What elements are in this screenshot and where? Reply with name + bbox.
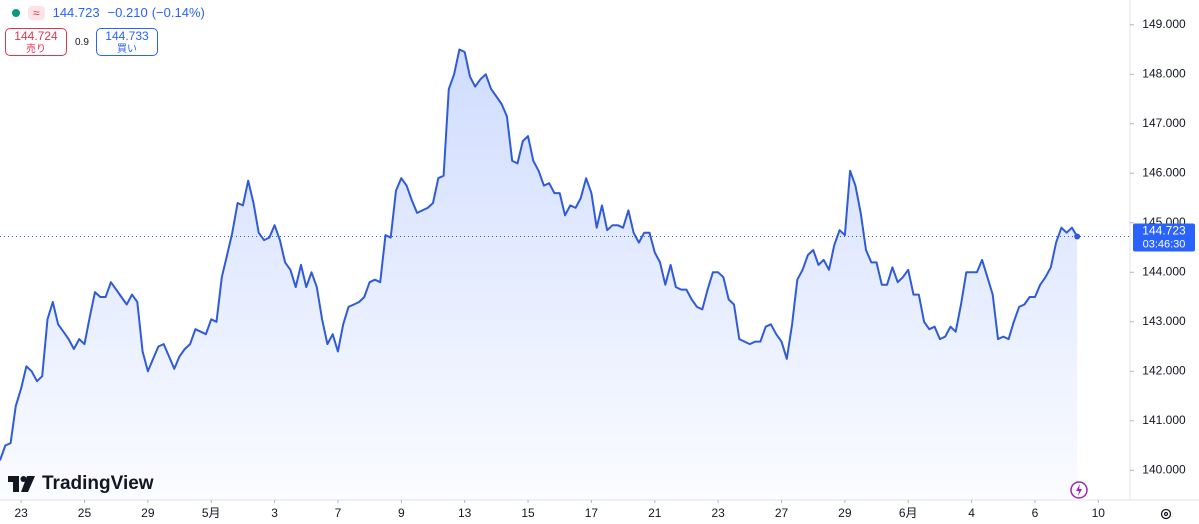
x-tick-label: 13 xyxy=(458,506,472,520)
y-tick-label: 142.000 xyxy=(1142,363,1186,377)
y-tick-label: 140.000 xyxy=(1142,462,1186,476)
sell-button[interactable]: 144.724 売り xyxy=(5,28,67,56)
header: ≈ 144.723 −0.210 (−0.14%) xyxy=(12,5,205,20)
change-pct: (−0.14%) xyxy=(151,5,205,20)
x-tick-label: 7 xyxy=(335,506,342,520)
x-tick-label: 6 xyxy=(1032,506,1039,520)
x-tick-label: 5月 xyxy=(202,506,221,520)
change: −0.210 xyxy=(107,5,148,20)
x-tick-label: 23 xyxy=(711,506,725,520)
price-label-box xyxy=(1133,223,1195,252)
y-tick-label: 147.000 xyxy=(1142,116,1186,130)
price-label: 144.723 xyxy=(1142,224,1186,238)
y-tick-label: 144.000 xyxy=(1142,264,1186,278)
y-tick-label: 141.000 xyxy=(1142,413,1186,427)
area-fill xyxy=(0,49,1078,500)
x-tick-label: 9 xyxy=(398,506,405,520)
spread: 0.9 xyxy=(75,37,89,48)
settings-icon[interactable] xyxy=(1160,508,1172,520)
x-tick-label: 4 xyxy=(968,506,975,520)
x-tick-label: 21 xyxy=(648,506,662,520)
price: 144.723 xyxy=(52,5,100,20)
x-tick-label: 25 xyxy=(78,506,92,520)
countdown: 03:46:30 xyxy=(1143,238,1186,250)
sell-price: 144.724 xyxy=(14,29,58,43)
x-tick-label: 6月 xyxy=(899,506,918,520)
y-tick-label: 146.000 xyxy=(1142,165,1186,179)
logo: TradingView xyxy=(8,473,154,495)
y-tick-label: 149.000 xyxy=(1142,17,1186,31)
y-tick-label: 143.000 xyxy=(1142,314,1186,328)
x-tick-label: 10 xyxy=(1092,506,1106,520)
status-pill[interactable]: ≈ xyxy=(28,5,45,20)
logo-text: TradingView xyxy=(42,473,154,494)
buy-price: 144.733 xyxy=(105,29,149,43)
x-tick-label: 15 xyxy=(521,506,535,520)
price-line xyxy=(0,48,1079,461)
y-tick-label: 148.000 xyxy=(1142,66,1186,80)
sell-label: 売り xyxy=(26,44,46,55)
x-tick-label: 29 xyxy=(141,506,155,520)
buy-button[interactable]: 144.733 買い xyxy=(96,28,158,56)
last-point xyxy=(1074,233,1081,240)
buy-label: 買い xyxy=(117,44,137,55)
status-dot xyxy=(12,8,20,17)
x-tick-label: 3 xyxy=(271,506,278,520)
x-tick-label: 17 xyxy=(585,506,599,520)
logo-icon xyxy=(8,476,35,492)
x-tick-label: 23 xyxy=(14,506,28,520)
x-tick-label: 27 xyxy=(775,506,789,520)
x-tick-label: 29 xyxy=(838,506,852,520)
